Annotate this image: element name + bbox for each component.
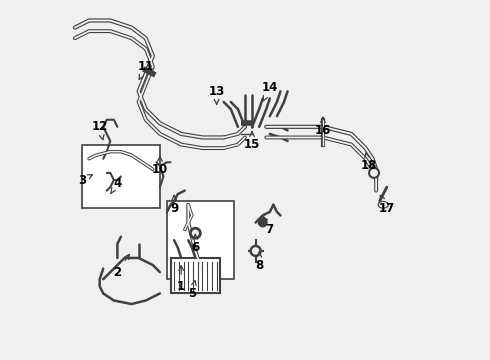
Text: 15: 15 [244,132,260,151]
Text: 5: 5 [188,280,196,300]
Circle shape [258,218,267,227]
Circle shape [369,168,379,178]
Text: 17: 17 [379,195,395,215]
Text: 18: 18 [361,153,377,172]
Text: 2: 2 [113,255,129,279]
Circle shape [251,246,261,256]
Ellipse shape [378,202,388,208]
Text: 13: 13 [209,85,225,104]
Text: 4: 4 [111,177,122,193]
FancyBboxPatch shape [82,145,160,208]
Text: 10: 10 [152,157,168,176]
Circle shape [191,228,200,238]
Text: 7: 7 [263,217,274,236]
Text: 12: 12 [92,120,108,140]
Bar [171,258,220,293]
Ellipse shape [380,203,387,207]
Text: 6: 6 [191,234,199,254]
Text: 9: 9 [170,195,178,215]
Text: 11: 11 [138,60,154,80]
Text: 16: 16 [315,117,331,137]
Text: 1: 1 [177,266,185,293]
Text: 8: 8 [255,252,263,271]
Text: 3: 3 [78,174,93,186]
FancyBboxPatch shape [167,201,234,279]
Text: 14: 14 [262,81,278,101]
